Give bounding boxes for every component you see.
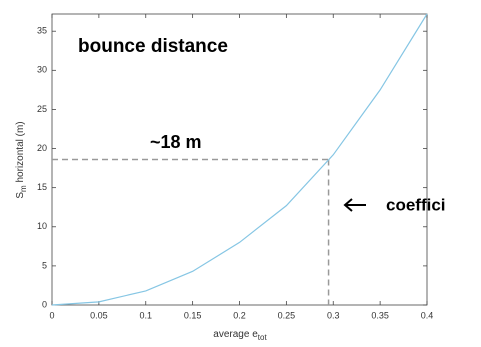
x-tick-label: 0.15 <box>184 310 202 320</box>
x-tick-label: 0.2 <box>233 310 246 320</box>
annotation: coeffici <box>386 195 446 214</box>
line-series <box>51 13 428 306</box>
y-label-base: S <box>15 192 26 199</box>
y-label-rest: horizontal (m) <box>15 121 26 185</box>
x-tick-label: 0 <box>49 310 54 320</box>
annotation: ~18 m <box>150 132 202 152</box>
x-tick-label: 0.4 <box>421 310 434 320</box>
x-tick-label: 0.1 <box>139 310 152 320</box>
x-tick-label: 0.3 <box>327 310 340 320</box>
x-tick-label: 0.25 <box>278 310 296 320</box>
y-tick-label: 20 <box>37 143 47 153</box>
plot-area <box>51 13 428 306</box>
x-label-base: average e <box>213 329 258 340</box>
y-label-sub: m <box>19 185 28 192</box>
x-tick-label: 0.05 <box>90 310 108 320</box>
y-tick-label: 0 <box>42 299 47 309</box>
y-tick-label: 30 <box>37 65 47 75</box>
annotation: bounce distance <box>78 36 228 57</box>
y-tick-label: 5 <box>42 260 47 270</box>
x-label-sub: tot <box>258 333 268 342</box>
y-tick-label: 15 <box>37 182 47 192</box>
y-tick-label: 35 <box>37 26 47 36</box>
y-tick-label: 10 <box>37 221 47 231</box>
arrow <box>343 198 366 212</box>
x-axis-label: average etot <box>213 329 267 342</box>
x-tick-label: 0.35 <box>371 310 389 320</box>
y-tick-label: 25 <box>37 104 47 114</box>
y-axis-label: Sm horizontal (m) <box>15 121 28 198</box>
